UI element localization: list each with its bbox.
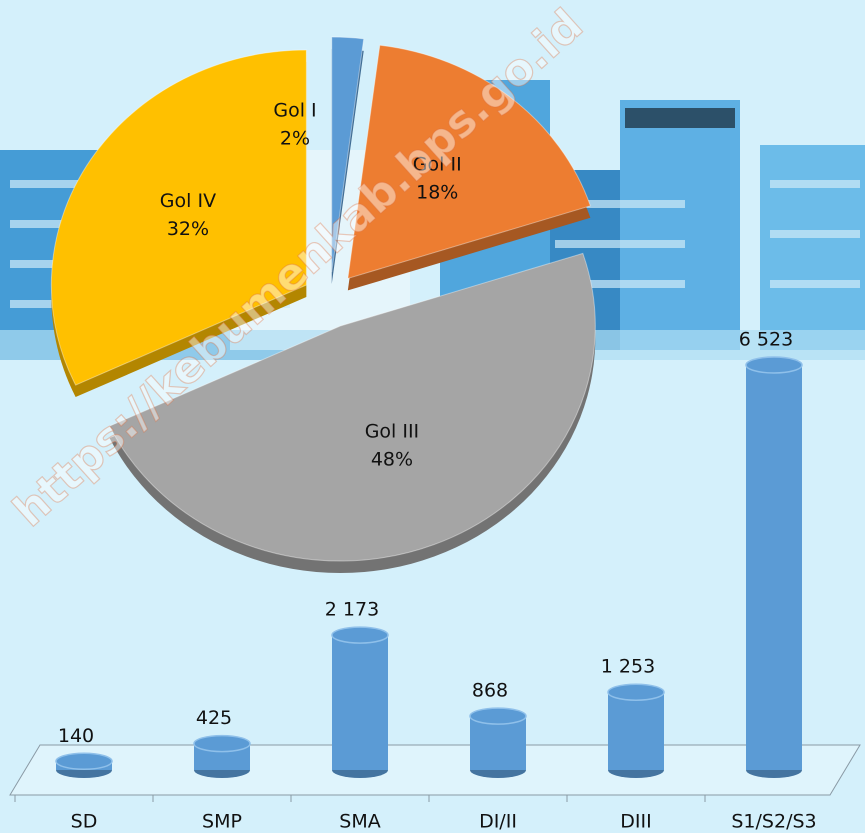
pie-value-label: 2%: [280, 128, 310, 150]
x-tick-label: SMP: [202, 811, 242, 833]
value-label: 1 253: [601, 656, 655, 678]
x-tick-label: SMA: [339, 811, 380, 833]
value-label: 2 173: [325, 599, 379, 621]
x-tick-label: S1/S2/S3: [731, 811, 816, 833]
value-label: 6 523: [739, 329, 793, 351]
x-tick-label: DIII: [620, 811, 651, 833]
infographic: Gol I2%Gol II18%Gol III48%Gol IV32% 140S…: [0, 0, 865, 833]
value-label: 868: [472, 680, 508, 702]
value-label: 425: [196, 707, 232, 729]
pie-value-label: 32%: [167, 218, 209, 240]
pie-value-label: 48%: [371, 449, 413, 471]
bar-top: [746, 357, 802, 373]
bar: [332, 635, 388, 770]
bar: [746, 365, 802, 770]
x-tick-label: SD: [71, 811, 98, 833]
bar: [608, 692, 664, 770]
bar-top: [608, 684, 664, 700]
bar-top: [332, 627, 388, 643]
pie-label: Gol I: [273, 100, 316, 122]
x-tick-label: DI/II: [479, 811, 517, 833]
floor: [10, 745, 860, 795]
bar-top: [194, 736, 250, 752]
pie-label: Gol III: [365, 421, 419, 443]
value-label: 140: [58, 725, 94, 747]
bar-top: [56, 753, 112, 769]
bar-top: [470, 708, 526, 724]
pie-label: Gol IV: [160, 190, 216, 212]
